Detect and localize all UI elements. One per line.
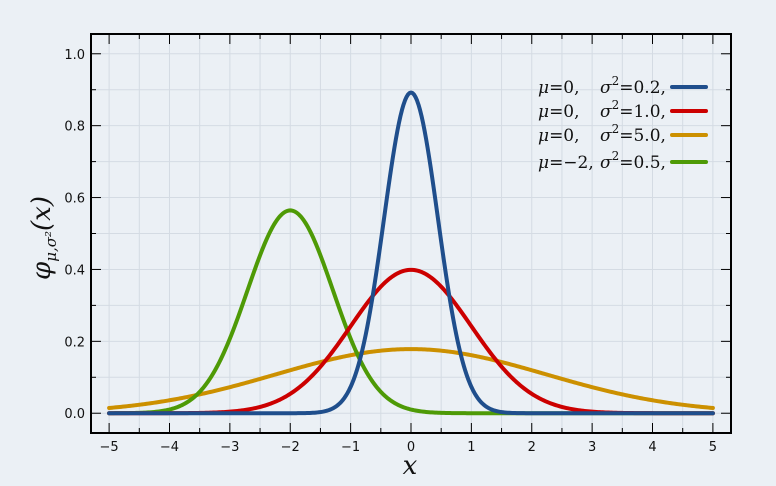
y-axis-subscript: μ,σ² (42, 231, 60, 262)
legend-entry-4: μ=−2, σ2=0.5, (538, 149, 708, 173)
curves (107, 90, 715, 416)
legend-variance-label: σ2=0.5, (600, 149, 666, 173)
plot-frame (90, 33, 732, 434)
legend-entry-2: μ=0, σ2=1.0, (538, 98, 708, 122)
x-tick-label: 3 (588, 440, 596, 455)
legend-variance-label: σ2=0.2, (600, 74, 666, 98)
x-tick-label: −1 (341, 440, 360, 455)
x-tick-label: 0 (407, 440, 415, 455)
legend-variance-label: σ2=5.0, (600, 122, 666, 146)
x-tick-label: −3 (220, 440, 239, 455)
legend-entry-1: μ=0, σ2=0.2, (538, 74, 708, 98)
y-tick-label: 0.4 (64, 263, 85, 278)
x-tick-label: 1 (467, 440, 475, 455)
x-tick-labels: −5 −4 −3 −2 −1 0 1 2 3 4 5 (100, 440, 718, 455)
y-tick-label: 1.0 (64, 48, 85, 63)
legend-label: μ=0, (538, 78, 580, 98)
y-tick-label: 0.6 (64, 192, 85, 207)
y-tick-labels: 0.0 0.2 0.4 0.6 0.8 1.0 (64, 48, 85, 422)
legend-label: μ=−2, (538, 153, 594, 173)
legend-label: μ=0, (538, 102, 580, 122)
legend-label: μ=0, (538, 126, 580, 146)
y-axis-label: φμ,σ²(x) (27, 196, 60, 280)
curve-series-1 (107, 90, 715, 416)
legend: μ=0, σ2=0.2, μ=0, σ2=1.0, μ=0, σ2=5.0, μ=−2, σ2… (538, 74, 708, 173)
y-tick-label: 0.2 (64, 335, 85, 350)
legend-entry-3: μ=0, σ2=5.0, (538, 122, 708, 146)
y-tick-label: 0.0 (64, 407, 85, 422)
x-tick-label: −5 (100, 440, 119, 455)
y-axis-symbol: φ (27, 261, 57, 280)
legend-variance-label: σ2=1.0, (600, 98, 666, 122)
x-tick-label: −4 (160, 440, 179, 455)
x-tick-label: −2 (281, 440, 300, 455)
x-tick-label: 4 (648, 440, 656, 455)
svg-text:φμ,σ²(x): φμ,σ²(x) (27, 196, 60, 280)
y-axis-argument: (x) (27, 196, 57, 231)
x-tick-label: 2 (528, 440, 536, 455)
x-axis-label: x (403, 451, 418, 481)
x-tick-label: 5 (709, 440, 717, 455)
curve-series-3 (107, 347, 715, 410)
y-tick-label: 0.8 (64, 120, 85, 135)
